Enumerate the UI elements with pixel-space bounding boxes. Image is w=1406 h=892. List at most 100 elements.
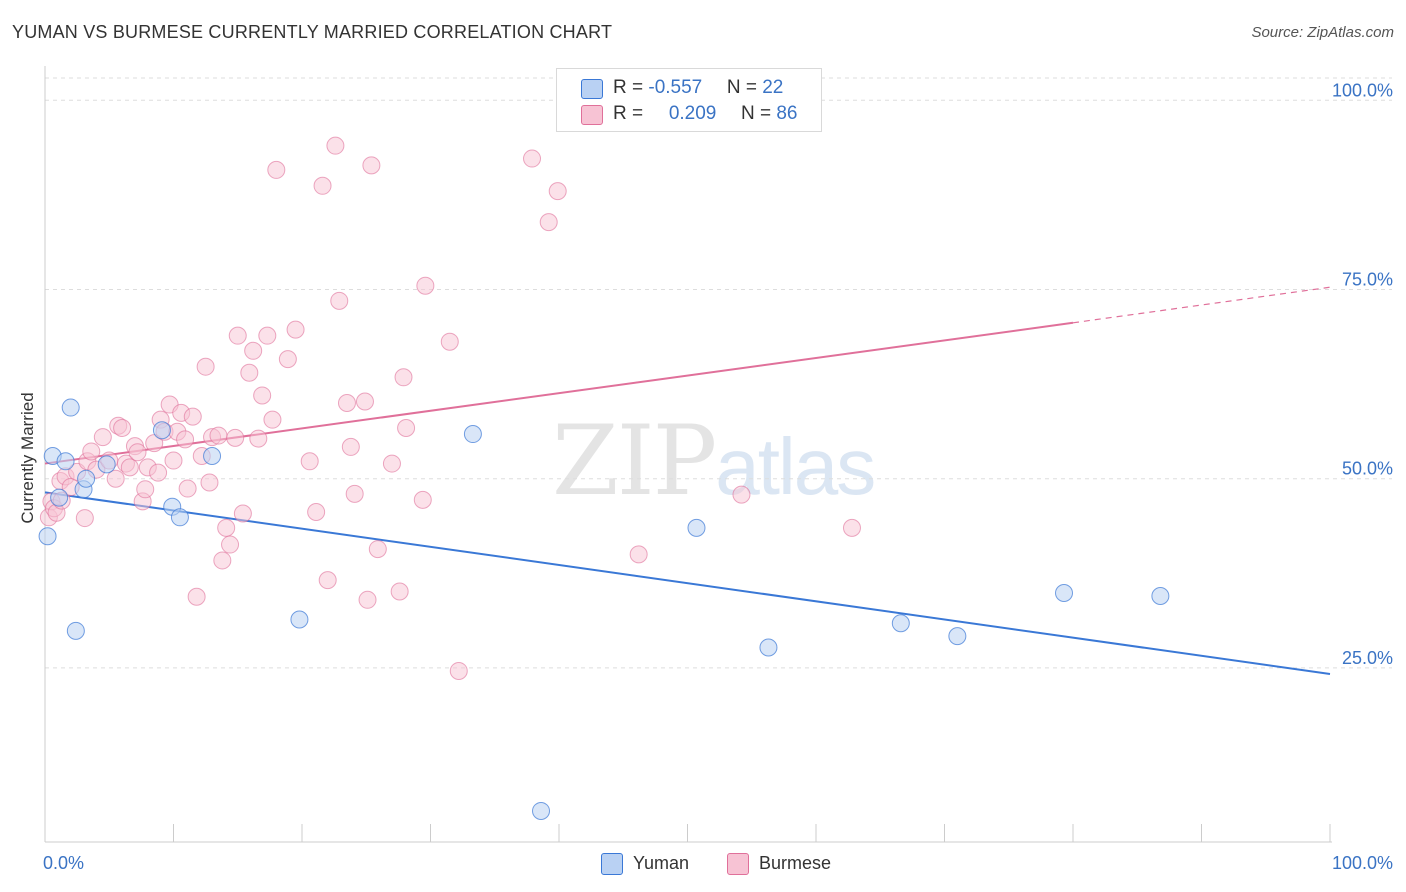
burmese-point — [330, 291, 349, 310]
burmese-point — [267, 160, 286, 179]
y-tick-label: 50.0% — [1342, 459, 1393, 479]
burmese-point — [362, 156, 381, 175]
burmese-point — [233, 504, 252, 523]
x-tick-label: 100.0% — [1332, 853, 1393, 873]
burmese-point — [842, 518, 861, 537]
source-note: Source: ZipAtlas.com — [1251, 24, 1394, 41]
chart-title: YUMAN VS BURMESE CURRENTLY MARRIED CORRE… — [12, 22, 613, 42]
burmese-point — [358, 590, 377, 609]
burmese-point — [368, 540, 387, 559]
burmese-point — [249, 429, 268, 448]
yuman-point — [1055, 583, 1074, 602]
y-axis-label: Currently Married — [18, 392, 37, 524]
burmese-point — [113, 418, 132, 437]
burmese-point — [200, 473, 219, 492]
burmese-point — [355, 392, 374, 411]
yuman-trend-line — [44, 491, 1331, 675]
burmese-point — [82, 442, 101, 461]
yuman-point — [61, 398, 80, 417]
burmese-point — [278, 350, 297, 369]
burmese-point — [213, 551, 232, 570]
yuman-r-label: R = — [613, 77, 649, 98]
burmese-point — [548, 182, 567, 201]
yuman-points — [38, 398, 1170, 820]
watermark: ZIPatlas — [552, 405, 876, 517]
burmese-point — [539, 213, 558, 232]
burmese-point — [221, 535, 240, 554]
burmese-point — [449, 661, 468, 680]
burmese-point — [136, 480, 155, 499]
burmese-point — [337, 394, 356, 413]
burmese-point — [128, 443, 147, 462]
burmese-point — [263, 410, 282, 429]
burmese-point — [93, 428, 112, 447]
burmese-point — [397, 418, 416, 437]
burmese-point — [341, 437, 360, 456]
burmese-point — [440, 332, 459, 351]
burmese-point — [307, 503, 326, 522]
burmese-point — [178, 479, 197, 498]
burmese-point — [390, 582, 409, 601]
yuman-point — [152, 421, 171, 440]
burmese-point — [523, 149, 542, 168]
yuman-point — [290, 610, 309, 629]
x-tick-label: 0.0% — [43, 853, 84, 873]
burmese-swatch — [581, 105, 603, 125]
burmese-point — [217, 518, 236, 537]
burmese-point — [416, 276, 435, 295]
burmese-r-label: R = — [613, 103, 649, 124]
burmese-point — [413, 490, 432, 509]
yuman-point — [50, 488, 69, 507]
yuman-point — [687, 518, 706, 537]
burmese-r-value: 0.209 — [668, 103, 717, 124]
burmese-point — [318, 571, 337, 590]
tick-labels: 25.0% 50.0% 75.0% 100.0% 0.0% 100.0% — [43, 80, 1393, 873]
bottom-yuman-swatch — [601, 853, 623, 875]
yuman-n-label: N = — [726, 77, 763, 98]
bottom-yuman-label: Yuman — [633, 853, 690, 873]
yuman-point — [532, 801, 551, 820]
axes — [44, 66, 1332, 843]
burmese-point — [149, 463, 168, 482]
y-tick-label: 75.0% — [1342, 269, 1393, 289]
yuman-point — [97, 455, 116, 474]
bottom-burmese-swatch — [727, 853, 749, 875]
burmese-point — [345, 484, 364, 503]
yuman-point — [891, 614, 910, 633]
burmese-point — [228, 326, 247, 345]
burmese-point — [253, 386, 272, 405]
yuman-n-value: 22 — [762, 77, 784, 98]
burmese-point — [629, 545, 648, 564]
burmese-point — [120, 458, 139, 477]
burmese-point — [240, 363, 259, 382]
yuman-point — [948, 627, 967, 646]
y-tick-label: 100.0% — [1332, 80, 1393, 100]
burmese-point — [326, 136, 345, 155]
yuman-r-value: -0.557 — [648, 77, 703, 98]
burmese-point — [732, 485, 751, 504]
burmese-point — [183, 407, 202, 426]
yuman-point — [66, 621, 85, 640]
yuman-point — [759, 638, 778, 657]
burmese-points — [39, 136, 861, 680]
yuman-point — [170, 508, 189, 527]
yuman-swatch — [581, 79, 603, 99]
burmese-point — [75, 509, 94, 528]
burmese-point — [394, 368, 413, 387]
burmese-point — [382, 454, 401, 473]
burmese-point — [164, 451, 183, 470]
trend-lines — [44, 286, 1331, 675]
burmese-point — [244, 341, 263, 360]
yuman-point — [1151, 587, 1170, 606]
burmese-trend-extension — [1072, 286, 1331, 324]
yuman-point — [56, 452, 75, 471]
burmese-point — [313, 176, 332, 195]
burmese-point — [176, 430, 195, 449]
yuman-point — [203, 447, 222, 465]
watermark-zip: ZIP — [552, 405, 717, 517]
y-tick-label: 25.0% — [1342, 648, 1393, 668]
burmese-n-value: 86 — [776, 103, 798, 124]
burmese-point — [258, 326, 277, 345]
burmese-point — [196, 357, 215, 376]
